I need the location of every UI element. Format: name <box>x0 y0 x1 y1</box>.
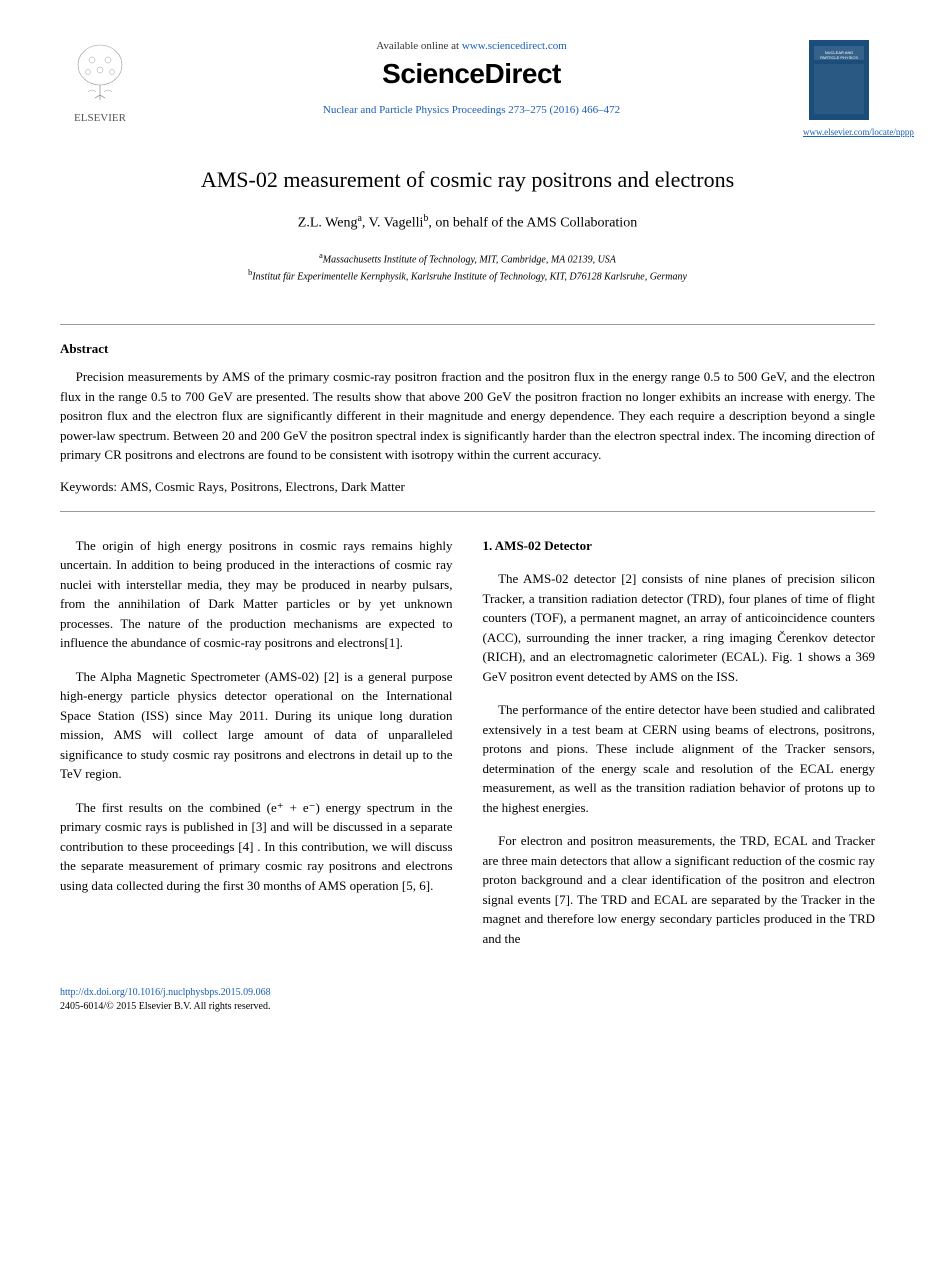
journal-locate-link[interactable]: www.elsevier.com/locate/nppp <box>803 127 875 137</box>
affiliations: aMassachusetts Institute of Technology, … <box>60 250 875 285</box>
footer: http://dx.doi.org/10.1016/j.nuclphysbps.… <box>60 986 875 1014</box>
keywords: Keywords: AMS, Cosmic Rays, Positrons, E… <box>60 479 875 495</box>
keywords-label: Keywords: <box>60 479 117 494</box>
journal-cover-icon: NUCLEAR AND PARTICLE PHYSICS <box>809 40 869 120</box>
journal-cover: NUCLEAR AND PARTICLE PHYSICS www.elsevie… <box>803 40 875 137</box>
section-1-p1: The AMS-02 detector [2] consists of nine… <box>483 569 876 686</box>
sciencedirect-link[interactable]: www.sciencedirect.com <box>462 40 567 52</box>
intro-p2: The Alpha Magnetic Spectrometer (AMS-02)… <box>60 667 453 784</box>
journal-reference[interactable]: Nuclear and Particle Physics Proceedings… <box>140 104 803 116</box>
elsevier-tree-icon <box>70 40 130 110</box>
left-column: The origin of high energy positrons in c… <box>60 536 453 963</box>
abstract-heading: Abstract <box>60 341 875 357</box>
section-1-heading: 1. AMS-02 Detector <box>483 536 876 556</box>
body-columns: The origin of high energy positrons in c… <box>60 536 875 963</box>
keywords-list: AMS, Cosmic Rays, Positrons, Electrons, … <box>120 479 405 494</box>
affiliation-a: aMassachusetts Institute of Technology, … <box>60 250 875 267</box>
intro-p3: The first results on the combined (e⁺ + … <box>60 798 453 896</box>
affiliation-b: bInstitut für Experimentelle Kernphysik,… <box>60 267 875 284</box>
sciencedirect-wordmark: ScienceDirect <box>140 58 803 90</box>
right-column: 1. AMS-02 Detector The AMS-02 detector [… <box>483 536 876 963</box>
available-online: Available online at www.sciencedirect.co… <box>140 40 803 52</box>
abstract-text: Precision measurements by AMS of the pri… <box>60 367 875 465</box>
affiliation-a-text: Massachusetts Institute of Technology, M… <box>323 254 616 265</box>
doi-link[interactable]: http://dx.doi.org/10.1016/j.nuclphysbps.… <box>60 987 271 998</box>
elsevier-label: ELSEVIER <box>74 112 126 124</box>
svg-text:PARTICLE PHYSICS: PARTICLE PHYSICS <box>820 55 858 60</box>
affiliation-b-text: Institut für Experimentelle Kernphysik, … <box>252 271 687 282</box>
center-header: Available online at www.sciencedirect.co… <box>140 40 803 116</box>
section-1-p2: The performance of the entire detector h… <box>483 700 876 817</box>
available-online-prefix: Available online at <box>376 40 462 52</box>
copyright: 2405-6014/© 2015 Elsevier B.V. All right… <box>60 1001 270 1012</box>
divider-top <box>60 324 875 325</box>
intro-p1: The origin of high energy positrons in c… <box>60 536 453 653</box>
elsevier-logo: ELSEVIER <box>60 40 140 124</box>
authors: Z.L. Wenga, V. Vagellib, on behalf of th… <box>60 213 875 232</box>
header: ELSEVIER Available online at www.science… <box>60 40 875 137</box>
divider-bottom <box>60 511 875 512</box>
section-1-p3: For electron and positron measurements, … <box>483 831 876 948</box>
paper-title: AMS-02 measurement of cosmic ray positro… <box>60 167 875 193</box>
